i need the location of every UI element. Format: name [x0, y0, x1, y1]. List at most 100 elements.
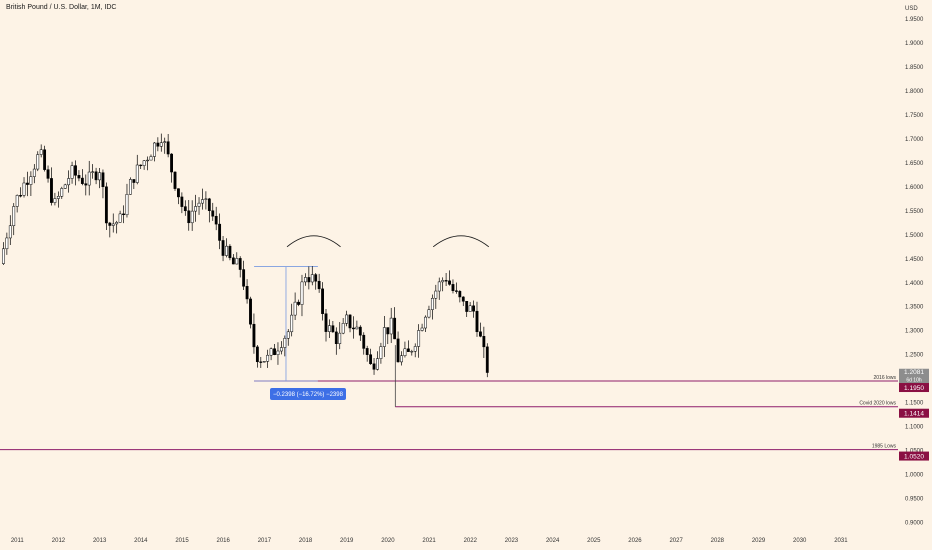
candle-body: [231, 257, 235, 265]
candle-body: [207, 198, 211, 211]
candle-body: [338, 332, 342, 344]
level-price-value: 1.1414: [904, 411, 924, 418]
y-tick-label: 1.7000: [905, 137, 924, 143]
y-tick-label: 1.4000: [905, 281, 924, 287]
candle-body: [170, 153, 173, 173]
price-axis: USD 1.9500 1.9000 1.8500 1.8000 1.7500 1.7000 1…: [905, 6, 924, 526]
candle-body: [369, 354, 373, 365]
candle-body: [266, 354, 270, 362]
y-tick-label: 0.9500: [905, 496, 924, 502]
candle-body: [376, 358, 379, 370]
candle-body: [177, 188, 180, 198]
level-lines: 2016 lows Covid 2020 lows 1985 Lows: [0, 345, 898, 451]
candle-body: [410, 351, 414, 353]
candle-body: [235, 258, 239, 265]
candle-body: [451, 284, 455, 291]
candle-body: [430, 297, 434, 310]
y-tick-label: 1.3500: [905, 305, 924, 311]
candle-body: [345, 314, 349, 324]
candle-body: [5, 237, 9, 250]
candle-body: [132, 179, 136, 183]
x-tick-label: 2028: [711, 538, 725, 544]
candle-body: [187, 210, 191, 224]
candle-body: [163, 141, 167, 143]
x-tick-label: 2026: [628, 538, 642, 544]
candle-body: [283, 338, 287, 348]
candle-body: [125, 194, 129, 216]
candle-body: [252, 323, 256, 348]
level-price-value: 1.1950: [904, 385, 924, 392]
candle-body: [286, 331, 290, 339]
candle-body: [454, 290, 458, 292]
candle-body: [211, 210, 215, 217]
y-tick-label: 1.0500: [905, 449, 924, 455]
candle-body: [84, 183, 88, 186]
candle-body: [80, 177, 84, 184]
candle-body: [341, 323, 345, 334]
candle-body: [63, 184, 67, 189]
candle-body: [22, 182, 26, 196]
level-price-tag: [899, 383, 929, 393]
candle-body: [293, 301, 297, 316]
y-tick-label: 0.9000: [905, 520, 924, 526]
candle-body: [29, 176, 33, 185]
level-price-tag: [899, 451, 929, 461]
candle-body: [365, 348, 369, 355]
x-tick-label: 2011: [11, 538, 25, 544]
x-tick-label: 2027: [669, 538, 683, 544]
candle-body: [2, 248, 5, 264]
candle-body: [128, 179, 132, 195]
candle-body: [12, 206, 16, 226]
x-tick-label: 2030: [793, 538, 807, 544]
level-price-value: 1.0520: [904, 453, 924, 460]
candle-body: [183, 206, 187, 212]
y-tick-label: 1.8500: [905, 65, 924, 71]
candle-body: [70, 165, 74, 179]
y-tick-label: 1.7500: [905, 113, 924, 119]
chart-title: British Pound / U.S. Dollar, 1M, IDC: [6, 4, 117, 11]
candle-body: [406, 348, 410, 352]
candle-body: [149, 156, 153, 161]
candle-body: [39, 149, 43, 155]
candle-body: [60, 188, 64, 197]
candle-body: [362, 334, 366, 349]
candle-body: [485, 346, 489, 373]
x-tick-label: 2015: [175, 538, 189, 544]
y-tick-label: 1.2500: [905, 353, 924, 359]
candle-body: [427, 309, 431, 318]
candle-body: [197, 202, 201, 207]
candle-body: [87, 171, 91, 186]
candle-body: [303, 277, 307, 283]
candle-body: [77, 175, 81, 179]
candle-body: [115, 222, 119, 225]
candle-body: [372, 363, 376, 370]
candle-body: [358, 326, 362, 336]
candle-body: [321, 288, 324, 314]
level-label: 1985 Lows: [872, 444, 897, 450]
current-price-countdown: 6d 10h: [906, 378, 922, 384]
x-tick-label: 2024: [546, 538, 560, 544]
candle-body: [393, 317, 397, 340]
candle-body: [348, 314, 352, 329]
candle-body: [255, 346, 259, 363]
x-tick-label: 2014: [134, 538, 148, 544]
candle-body: [228, 245, 232, 259]
candle-body: [444, 280, 448, 282]
candle-body: [94, 171, 98, 181]
candle-body: [276, 350, 280, 355]
candle-body: [194, 206, 198, 212]
candle-body: [413, 346, 417, 352]
candle-body: [403, 348, 407, 356]
y-tick-label: 1.3000: [905, 329, 924, 335]
candle-body: [249, 298, 252, 325]
y-tick-label: 1.1500: [905, 401, 924, 407]
level-label: Covid 2020 lows: [859, 401, 896, 407]
candle-body: [19, 195, 23, 197]
candle-body: [214, 215, 218, 225]
candle-body: [434, 290, 438, 299]
candle-body: [15, 195, 19, 207]
y-tick-label: 1.0000: [905, 472, 924, 478]
candle-body: [259, 361, 263, 363]
candle-body: [331, 325, 335, 333]
